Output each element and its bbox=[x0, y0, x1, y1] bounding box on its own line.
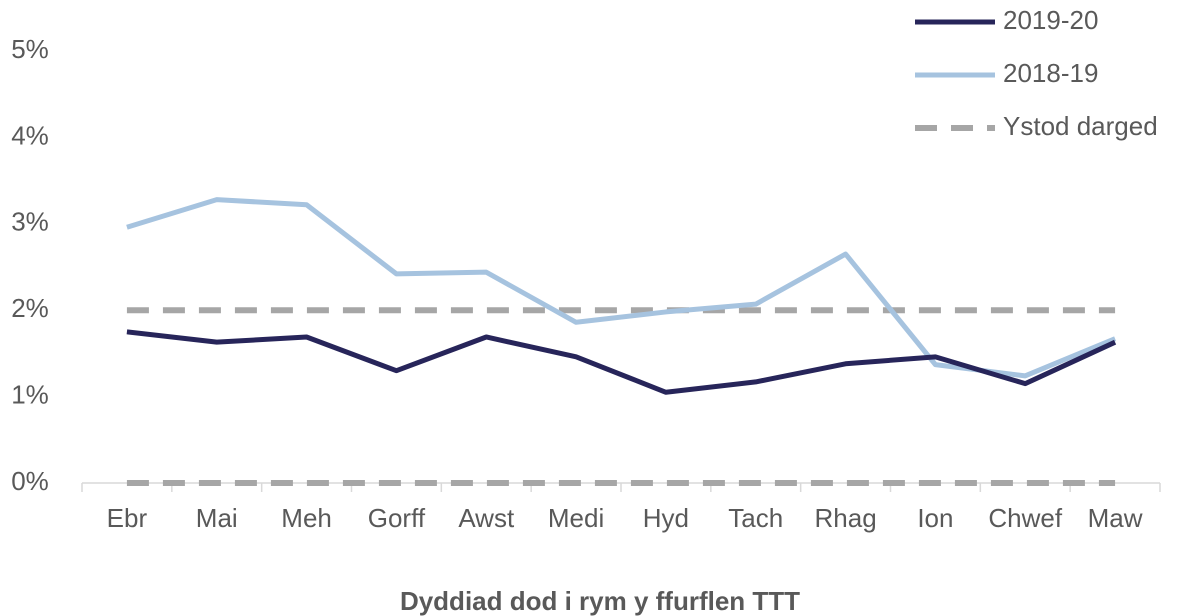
x-tick-label: Ebr bbox=[107, 503, 148, 533]
y-tick-label: 3% bbox=[11, 207, 49, 237]
x-tick-label: Medi bbox=[548, 503, 604, 533]
x-tick-label: Mai bbox=[196, 503, 238, 533]
x-tick-label: Rhag bbox=[815, 503, 877, 533]
x-tick-label: Awst bbox=[458, 503, 515, 533]
x-tick-label: Meh bbox=[281, 503, 332, 533]
legend-label: 2018-19 bbox=[1003, 58, 1098, 88]
x-tick-label: Maw bbox=[1088, 503, 1143, 533]
legend-label: 2019-20 bbox=[1003, 5, 1098, 35]
x-axis-title: Dyddiad dod i rym y ffurflen TTT bbox=[400, 586, 800, 616]
y-tick-label: 0% bbox=[11, 466, 49, 496]
y-tick-label: 1% bbox=[11, 379, 49, 409]
legend-label: Ystod darged bbox=[1003, 111, 1158, 141]
series-line bbox=[126, 329, 1117, 395]
series-line bbox=[126, 197, 1117, 379]
x-tick-label: Tach bbox=[728, 503, 783, 533]
y-tick-label: 2% bbox=[11, 293, 49, 323]
x-tick-label: Ion bbox=[917, 503, 953, 533]
y-tick-label: 4% bbox=[11, 120, 49, 150]
x-tick-label: Hyd bbox=[643, 503, 689, 533]
x-tick-label: Gorff bbox=[368, 503, 426, 533]
x-tick-label: Chwef bbox=[988, 503, 1062, 533]
y-tick-label: 5% bbox=[11, 34, 49, 64]
